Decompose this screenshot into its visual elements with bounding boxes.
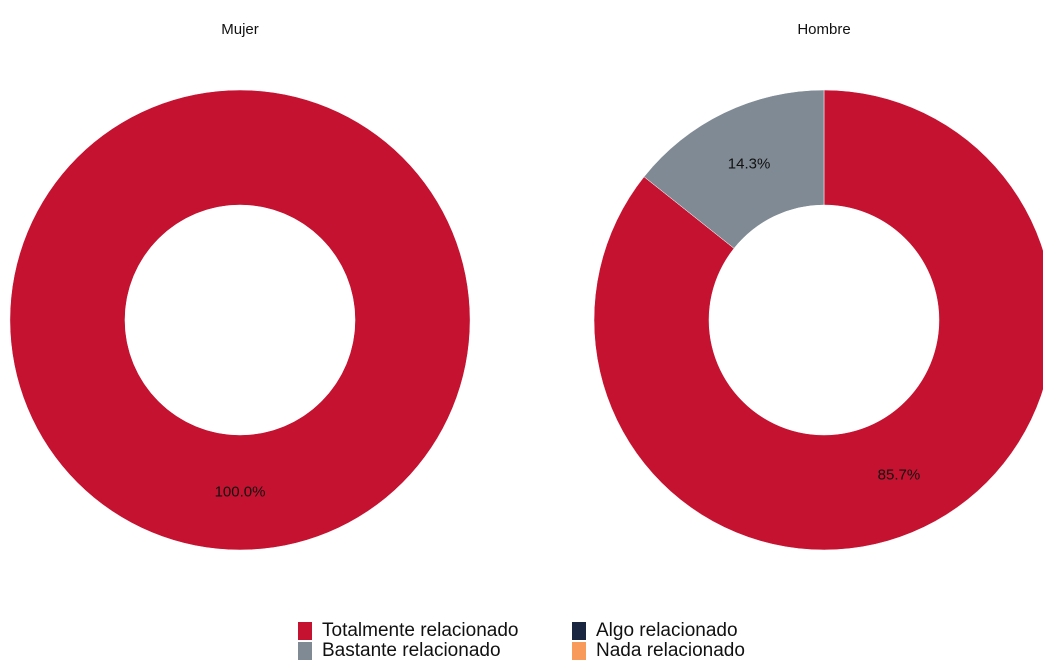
legend-swatch bbox=[572, 642, 586, 660]
pie-slice bbox=[643, 89, 825, 249]
legend-label: Totalmente relacionado bbox=[322, 620, 518, 641]
pie-slice bbox=[9, 89, 471, 551]
pie-slice bbox=[593, 89, 1043, 551]
legend-label: Nada relacionado bbox=[596, 640, 745, 661]
legend-swatch bbox=[298, 642, 312, 660]
data-label: 100.0% bbox=[215, 483, 266, 500]
chart-title: Hombre bbox=[797, 21, 850, 38]
chart-title: Mujer bbox=[221, 21, 259, 38]
legend-label: Bastante relacionado bbox=[322, 640, 501, 661]
legend-label: Algo relacionado bbox=[596, 620, 738, 641]
legend-swatch bbox=[298, 622, 312, 640]
legend-swatch bbox=[572, 622, 586, 640]
data-label: 85.7% bbox=[878, 466, 921, 483]
data-label: 14.3% bbox=[728, 156, 771, 173]
